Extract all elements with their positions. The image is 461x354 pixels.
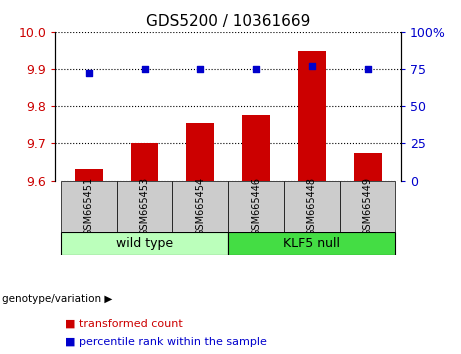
Point bbox=[252, 66, 260, 72]
Text: ■ percentile rank within the sample: ■ percentile rank within the sample bbox=[65, 337, 266, 347]
Bar bbox=[340, 181, 396, 232]
Bar bbox=[228, 232, 396, 255]
Text: GSM665454: GSM665454 bbox=[195, 176, 205, 236]
Bar bbox=[117, 181, 172, 232]
Point bbox=[364, 66, 371, 72]
Bar bbox=[61, 181, 117, 232]
Text: GSM665448: GSM665448 bbox=[307, 177, 317, 235]
Text: GSM665446: GSM665446 bbox=[251, 177, 261, 235]
Text: KLF5 null: KLF5 null bbox=[284, 237, 340, 250]
Point bbox=[85, 71, 93, 76]
Bar bbox=[298, 51, 326, 181]
Bar bbox=[284, 181, 340, 232]
Text: ■ transformed count: ■ transformed count bbox=[65, 319, 182, 329]
Bar bbox=[61, 232, 228, 255]
Bar bbox=[242, 115, 270, 181]
Text: wild type: wild type bbox=[116, 237, 173, 250]
Text: GSM665449: GSM665449 bbox=[363, 177, 372, 235]
Bar bbox=[130, 143, 159, 181]
Point bbox=[141, 66, 148, 72]
Text: GSM665453: GSM665453 bbox=[140, 176, 149, 236]
Point bbox=[308, 63, 315, 69]
Title: GDS5200 / 10361669: GDS5200 / 10361669 bbox=[146, 14, 310, 29]
Bar bbox=[172, 181, 228, 232]
Point bbox=[197, 66, 204, 72]
Bar bbox=[354, 153, 382, 181]
Bar bbox=[75, 170, 103, 181]
Bar bbox=[186, 123, 214, 181]
Bar bbox=[228, 181, 284, 232]
Text: genotype/variation ▶: genotype/variation ▶ bbox=[2, 294, 112, 304]
Text: GSM665451: GSM665451 bbox=[84, 176, 94, 236]
